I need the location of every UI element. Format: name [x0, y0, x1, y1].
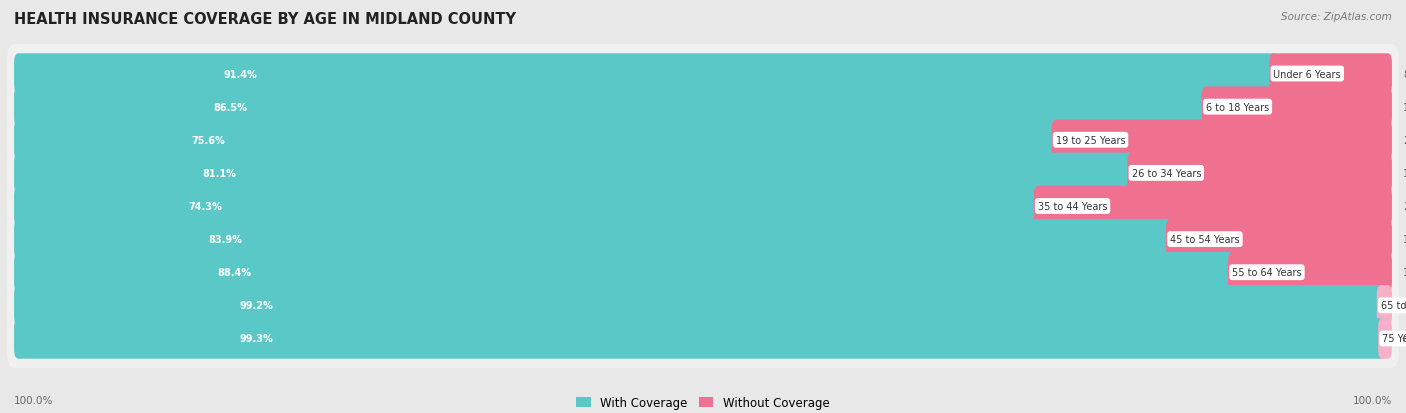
FancyBboxPatch shape [7, 210, 1399, 269]
Text: 74.3%: 74.3% [188, 202, 222, 211]
Text: 13.5%: 13.5% [1403, 102, 1406, 112]
Text: 100.0%: 100.0% [1353, 395, 1392, 405]
Text: 8.6%: 8.6% [1403, 69, 1406, 79]
FancyBboxPatch shape [7, 243, 1399, 302]
FancyBboxPatch shape [14, 252, 1236, 293]
FancyBboxPatch shape [14, 219, 1174, 260]
Text: 83.9%: 83.9% [208, 235, 242, 244]
FancyBboxPatch shape [1033, 186, 1392, 227]
FancyBboxPatch shape [14, 318, 1386, 359]
FancyBboxPatch shape [14, 285, 1385, 326]
Text: Source: ZipAtlas.com: Source: ZipAtlas.com [1281, 12, 1392, 22]
Text: 99.3%: 99.3% [240, 334, 274, 344]
FancyBboxPatch shape [14, 186, 1042, 227]
Text: 26 to 34 Years: 26 to 34 Years [1132, 169, 1201, 178]
Text: 75.6%: 75.6% [191, 135, 225, 145]
FancyBboxPatch shape [7, 177, 1399, 236]
FancyBboxPatch shape [14, 120, 1060, 161]
Text: 99.2%: 99.2% [240, 301, 274, 311]
FancyBboxPatch shape [1052, 120, 1392, 161]
FancyBboxPatch shape [1270, 54, 1392, 95]
Legend: With Coverage, Without Coverage: With Coverage, Without Coverage [572, 392, 834, 413]
FancyBboxPatch shape [1202, 87, 1392, 128]
Text: 11.6%: 11.6% [1403, 268, 1406, 278]
Text: 6 to 18 Years: 6 to 18 Years [1206, 102, 1270, 112]
FancyBboxPatch shape [1227, 252, 1392, 293]
Text: 0.81%: 0.81% [1403, 301, 1406, 311]
Text: 55 to 64 Years: 55 to 64 Years [1232, 268, 1302, 278]
Text: 45 to 54 Years: 45 to 54 Years [1170, 235, 1240, 244]
Text: 81.1%: 81.1% [202, 169, 236, 178]
Text: 19 to 25 Years: 19 to 25 Years [1056, 135, 1125, 145]
FancyBboxPatch shape [1378, 318, 1392, 359]
Text: 0.69%: 0.69% [1403, 334, 1406, 344]
Text: 86.5%: 86.5% [214, 102, 247, 112]
FancyBboxPatch shape [14, 54, 1278, 95]
FancyBboxPatch shape [1376, 285, 1392, 326]
FancyBboxPatch shape [7, 309, 1399, 368]
FancyBboxPatch shape [14, 153, 1136, 194]
FancyBboxPatch shape [14, 87, 1211, 128]
Text: 100.0%: 100.0% [14, 395, 53, 405]
FancyBboxPatch shape [7, 78, 1399, 137]
Text: 18.9%: 18.9% [1403, 169, 1406, 178]
Text: 65 to 74 Years: 65 to 74 Years [1381, 301, 1406, 311]
Text: 24.4%: 24.4% [1403, 135, 1406, 145]
Text: Under 6 Years: Under 6 Years [1274, 69, 1341, 79]
FancyBboxPatch shape [7, 111, 1399, 170]
FancyBboxPatch shape [7, 276, 1399, 335]
Text: 91.4%: 91.4% [224, 69, 257, 79]
FancyBboxPatch shape [7, 144, 1399, 203]
Text: 25.7%: 25.7% [1403, 202, 1406, 211]
Text: 35 to 44 Years: 35 to 44 Years [1038, 202, 1108, 211]
FancyBboxPatch shape [1166, 219, 1392, 260]
Text: 88.4%: 88.4% [218, 268, 252, 278]
FancyBboxPatch shape [7, 45, 1399, 104]
Text: 16.1%: 16.1% [1403, 235, 1406, 244]
Text: HEALTH INSURANCE COVERAGE BY AGE IN MIDLAND COUNTY: HEALTH INSURANCE COVERAGE BY AGE IN MIDL… [14, 12, 516, 27]
FancyBboxPatch shape [1128, 153, 1392, 194]
Text: 75 Years and older: 75 Years and older [1382, 334, 1406, 344]
